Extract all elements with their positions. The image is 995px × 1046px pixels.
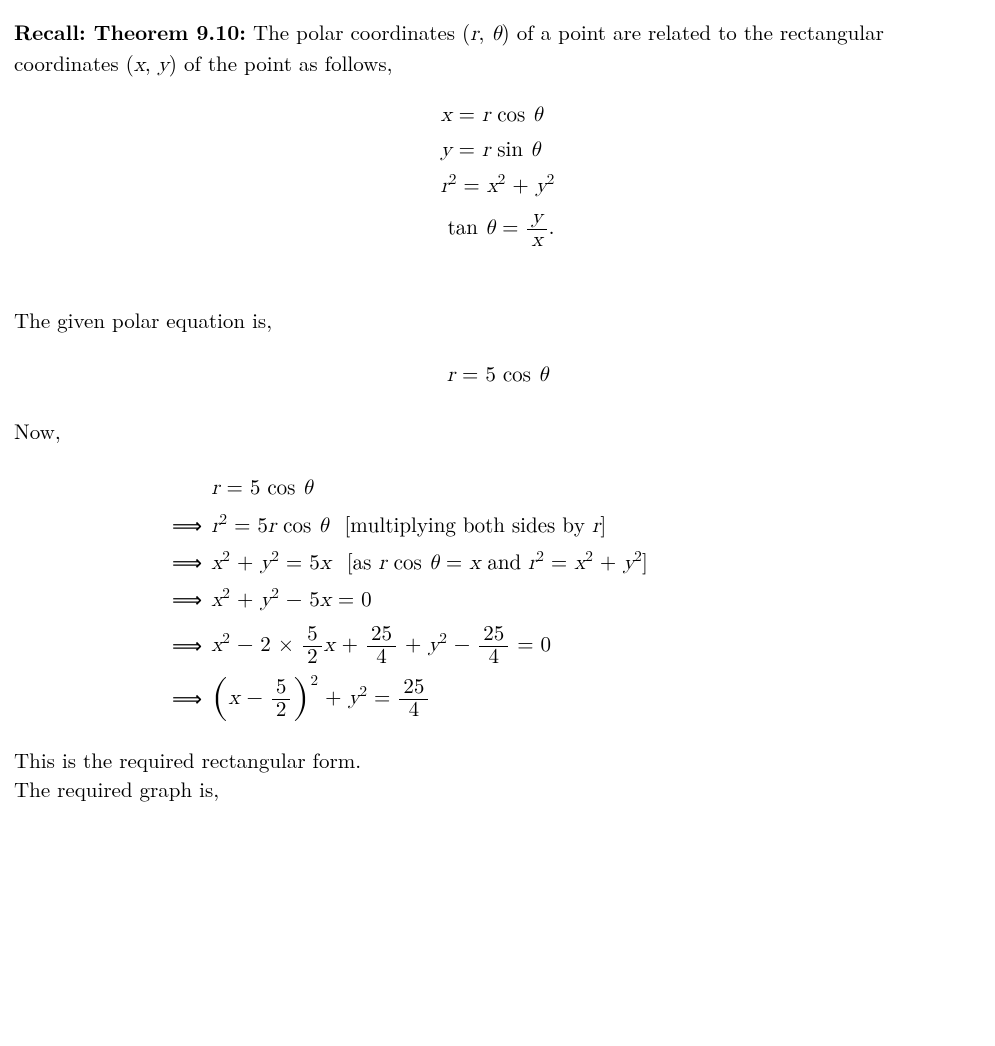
now-label: Now, (14, 417, 981, 446)
eq-tan: tan θ = yx. (441, 207, 555, 252)
step-1: r = 5 cos θ (147, 474, 647, 503)
eq-y: y = r sin θ (441, 136, 555, 165)
conclusion-1: This is the required rectangular form. (14, 746, 981, 775)
given-intro: The given polar equation is, (14, 306, 981, 335)
derivation: r = 5 cos θ ⟹ r2 = 5r cos θ [multiplying… (14, 466, 981, 730)
step-3: ⟹ x2 + y2 = 5x [as r cos θ = x and r2 = … (147, 549, 647, 578)
eq-x: x = r cos θ (441, 101, 555, 130)
step-4: ⟹ x2 + y2 − 5x = 0 (147, 586, 647, 615)
eq-r2: r2 = x2 + y2 (441, 172, 555, 201)
recall-paragraph: Recall: Theorem 9.10: The polar coordina… (14, 18, 981, 81)
step-5: ⟹ x2 − 2 × 52x + 254 + y2 − 254 = 0 (147, 624, 647, 669)
conclusion-2: The required graph is, (14, 775, 981, 804)
theorem-equations: x = r cos θ y = r sin θ r2 = x2 + y2 tan… (14, 95, 981, 258)
given-equation: r = 5 cos θ (14, 361, 981, 390)
step-2: ⟹ r2 = 5r cos θ [multiplying both sides … (147, 512, 647, 541)
recall-label: Recall: Theorem 9.10: (14, 17, 246, 47)
step-6: ⟹ (x − 52)2 + y2 = 254 (147, 677, 647, 722)
